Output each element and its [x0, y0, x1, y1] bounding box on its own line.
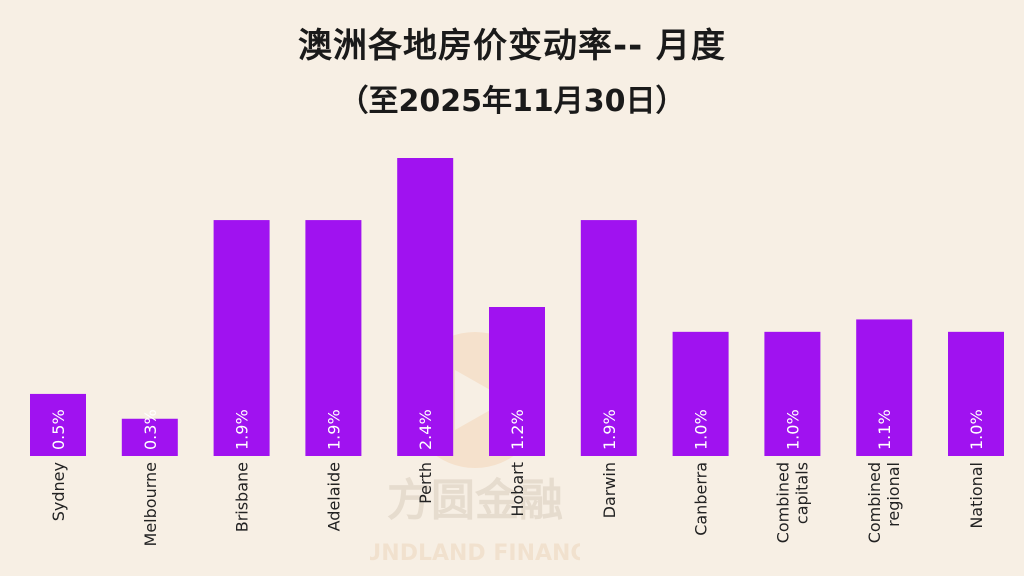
category-label-2: Brisbane: [233, 462, 252, 532]
chart-subtitle: （至2025年11月30日）: [338, 84, 686, 119]
data-label-10: 1.0%: [967, 409, 986, 450]
data-label-9: 1.1%: [875, 409, 894, 450]
data-label-0: 0.5%: [49, 409, 68, 450]
bar-9: [856, 319, 913, 456]
category-label-6: Darwin: [600, 462, 619, 518]
bar-5: [489, 307, 545, 456]
bar-7: [672, 331, 729, 456]
bar-0: [30, 393, 86, 456]
data-label-6: 1.9%: [600, 409, 619, 450]
category-label-3: Adelaide: [324, 462, 343, 531]
data-label-5: 1.2%: [508, 409, 527, 450]
category-label-9: Combinedregional: [865, 462, 903, 543]
data-label-7: 1.0%: [692, 409, 711, 450]
chart-title: 澳洲各地房价变动率-- 月度: [297, 26, 727, 66]
bar-10: [948, 331, 1004, 456]
data-label-8: 1.0%: [783, 409, 802, 450]
category-label-8: Combinedcapitals: [773, 462, 811, 543]
bar-6: [580, 220, 637, 456]
category-label-0: Sydney: [49, 462, 68, 521]
category-label-7: Canberra: [692, 462, 711, 536]
data-label-3: 1.9%: [324, 409, 343, 450]
category-label-5: Hobart: [508, 462, 527, 517]
category-label-1: Melbourne: [141, 462, 160, 546]
bar-1: [121, 418, 178, 456]
data-label-1: 0.3%: [141, 409, 160, 450]
bar-4: [397, 158, 454, 456]
bar-3: [305, 220, 362, 456]
data-label-2: 1.9%: [233, 409, 252, 450]
data-label-4: 2.4%: [416, 409, 435, 450]
bars-layer: 0.5% Sydney 0.3% Melbourne 1.9% Brisbane 1.9% A…: [30, 158, 1004, 546]
category-label-4: Perth: [416, 462, 435, 504]
category-label-10: National: [967, 462, 986, 529]
bar-2: [213, 220, 270, 456]
bar-8: [764, 331, 821, 456]
